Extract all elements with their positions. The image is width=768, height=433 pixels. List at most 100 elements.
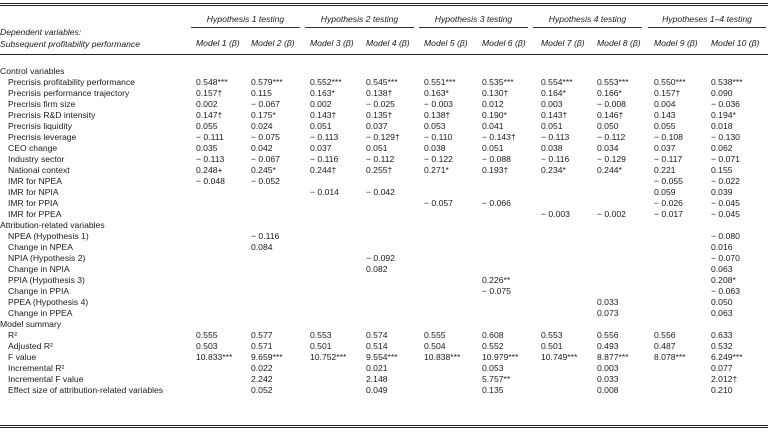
table-cell: 0.059 [654,187,676,197]
row-label: Precrisis R&D intensity [8,110,96,120]
table-cell: 0.016 [711,242,733,252]
table-cell: 0.248+ [196,165,223,175]
table-cell: 0.084 [251,242,273,252]
table-cell: − 0.052 [251,176,280,186]
table-cell: 8.078*** [654,352,686,362]
row-label: PPIA (Hypothesis 3) [8,275,85,285]
model-header: Model 3 (β) [310,38,354,48]
table-cell: 10.749*** [541,352,578,362]
table-cell: 0.082 [366,264,388,274]
table-cell: 0.090 [711,88,733,98]
table-cell: 0.034 [597,143,619,153]
table-cell: 0.135† [366,110,393,120]
table-cell: 0.055 [196,121,218,131]
table-cell: − 0.045 [711,198,740,208]
table-cell: 0.049 [366,385,388,395]
table-cell: − 0.048 [196,176,225,186]
table-cell: 0.555 [424,330,446,340]
table-cell: − 0.113 [310,132,339,142]
table-cell: 0.008 [597,385,619,395]
table-cell: 0.021 [366,363,388,373]
table-cell: − 0.088 [482,154,511,164]
table-cell: 0.138† [424,110,451,120]
table-cell: 0.055 [654,121,676,131]
row-label: Incremental R² [8,363,65,373]
table-cell: − 0.042 [366,187,395,197]
table-cell: − 0.067 [251,99,280,109]
table-cell: 0.063 [711,308,733,318]
table-cell: 0.501 [310,341,332,351]
hypothesis-underline [648,27,766,28]
table-cell: − 0.071 [711,154,740,164]
row-label: Change in PPIA [8,286,70,296]
row-label: R² [8,330,18,340]
table-cell: 0.041 [482,121,504,131]
table-cell: 5.757** [482,374,511,384]
table-cell: 0.115 [251,88,272,98]
table-cell: 9.554*** [366,352,398,362]
row-label: Change in NPIA [8,264,70,274]
row-label: Precrisis firm size [8,99,76,109]
table-cell: − 0.002 [597,209,626,219]
table-cell: 2.012† [711,374,738,384]
table-cell: 0.157† [654,88,681,98]
table-cell: 0.143† [310,110,337,120]
table-cell: 0.051 [541,121,563,131]
table-cell: 8.877*** [597,352,629,362]
table-cell: 0.552 [482,341,504,351]
dependent-line-2: Subsequent profitability performance [0,39,140,49]
table-cell: 0.143 [654,110,676,120]
table-cell: − 0.036 [711,99,740,109]
table-cell: 0.493 [597,341,619,351]
row-label: NPIA (Hypothesis 2) [8,253,86,263]
table-cell: 0.545*** [366,77,398,87]
table-cell: 0.053 [424,121,446,131]
table-cell: 6.249*** [711,352,743,362]
table-cell: 0.166* [597,88,622,98]
row-label: IMR for PPIA [8,198,59,208]
table-cell: 0.053 [482,363,504,373]
table-cell: 0.210 [711,385,733,395]
bottom-rule [0,425,768,426]
table-cell: − 0.130 [711,132,740,142]
table-cell: 0.551*** [424,77,456,87]
table-cell: 10.838*** [424,352,461,362]
table-cell: − 0.143† [482,132,516,142]
table-cell: − 0.017 [654,209,683,219]
table-cell: 0.051 [482,143,504,153]
table-cell: 0.003 [597,363,619,373]
row-label: F value [8,352,37,362]
row-label: National context [8,165,70,175]
hypothesis-underline [533,27,642,28]
table-cell: 0.037 [366,121,388,131]
table-cell: 0.037 [310,143,332,153]
table-cell: − 0.066 [482,198,511,208]
hypothesis-header: Hypothesis 3 testing [434,14,513,24]
table-cell: − 0.112 [366,154,395,164]
table-cell: 0.271* [424,165,449,175]
table-cell: − 0.111 [196,132,224,142]
model-header: Model 6 (β) [482,38,526,48]
table-cell: − 0.026 [654,198,683,208]
table-cell: 0.535*** [482,77,514,87]
table-cell: 0.190* [482,110,507,120]
table-cell: 0.052 [251,385,273,395]
header-rule [0,54,768,55]
table-cell: 0.063 [711,264,733,274]
table-cell: 0.155 [711,165,733,175]
table-cell: 0.532 [711,341,733,351]
table-cell: − 0.003 [424,99,453,109]
table-cell: 0.163* [310,88,335,98]
row-label: IMR for PPEA [8,209,62,219]
table-cell: 0.051 [366,143,388,153]
table-cell: 0.556 [654,330,676,340]
table-cell: − 0.116 [541,154,570,164]
hypothesis-header: Hypothesis 4 testing [548,14,627,24]
table-cell: − 0.113 [541,132,570,142]
table-cell: − 0.110 [424,132,453,142]
table-cell: 0.548*** [196,77,228,87]
table-cell: 0.038 [541,143,563,153]
table-cell: − 0.070 [711,253,740,263]
table-cell: 0.018 [711,121,733,131]
table-cell: 0.208* [711,275,736,285]
